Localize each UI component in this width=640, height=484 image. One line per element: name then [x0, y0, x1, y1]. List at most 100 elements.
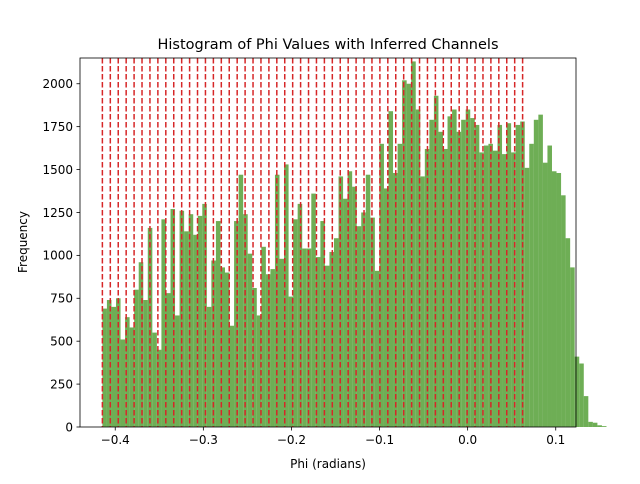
histogram-bar — [138, 262, 144, 427]
histogram-bar — [215, 221, 221, 427]
histogram-bar — [561, 195, 566, 427]
histogram-bar — [492, 150, 498, 427]
x-tick-label: −0.1 — [365, 433, 394, 447]
histogram-bar — [184, 231, 189, 427]
histogram-bar — [397, 143, 403, 427]
histogram-bar — [438, 131, 443, 428]
histogram-bar — [302, 248, 307, 427]
histogram-bar — [570, 267, 575, 427]
x-tick-label: −0.3 — [189, 433, 218, 447]
histogram-bar — [529, 143, 534, 427]
histogram-bar — [356, 226, 362, 427]
histogram-bar — [125, 317, 130, 427]
axes: −0.4 −0.3 −0.2 −0.1 0.0 0.1 0 250 500 750 1000 1250… — [42, 57, 577, 447]
histogram-bar — [102, 308, 107, 427]
chart-title: Histogram of Phi Values with Inferred Ch… — [158, 37, 499, 53]
histogram-bar — [279, 258, 285, 427]
histogram-bar — [379, 143, 384, 427]
histogram-bar — [592, 422, 598, 427]
histogram-bar — [447, 116, 453, 427]
x-tick-label: −0.2 — [277, 433, 306, 447]
histogram-bar — [293, 219, 298, 427]
histogram-bar — [538, 114, 543, 427]
histogram-bar — [234, 221, 239, 427]
x-axis-label: Phi (radians) — [290, 457, 366, 471]
histogram-bar — [225, 272, 230, 427]
y-tick-label: 1750 — [42, 120, 73, 134]
y-tick-label: 2000 — [42, 77, 73, 91]
y-tick-label: 250 — [50, 377, 73, 391]
histogram-bar — [311, 193, 316, 427]
y-tick-label: 500 — [50, 334, 73, 348]
histogram-bar — [556, 172, 562, 427]
histogram-bar — [129, 327, 135, 427]
histogram-bar — [524, 167, 530, 427]
histogram-bar — [106, 300, 112, 427]
histogram-bar — [270, 269, 275, 427]
histogram-bar — [388, 111, 394, 427]
histogram-bar — [202, 203, 207, 427]
histogram-bar — [365, 174, 371, 427]
histogram-bar — [134, 289, 139, 427]
histogram-bar — [506, 123, 512, 427]
histogram-bar — [497, 124, 503, 428]
histogram-bar — [175, 315, 180, 427]
histogram-bar — [579, 363, 584, 427]
histogram-bar — [465, 109, 471, 428]
histogram-bar — [320, 221, 325, 427]
y-axis-label: Frequency — [16, 211, 30, 273]
histogram-bar — [383, 188, 389, 427]
histogram-bar — [256, 315, 262, 427]
histogram-bar — [442, 148, 448, 427]
histogram-bar — [261, 246, 266, 427]
x-tick-label: −0.4 — [101, 433, 130, 447]
histogram-bar — [565, 238, 571, 427]
histogram-bar — [551, 171, 557, 427]
histogram-bar — [352, 186, 357, 427]
histogram-bar — [547, 145, 552, 427]
histogram-bar — [347, 171, 353, 427]
histogram-bar — [411, 61, 416, 428]
histogram-bar — [284, 164, 289, 427]
plot-frame — [79, 57, 577, 428]
histogram-bar — [343, 198, 348, 427]
histogram-bar — [406, 83, 412, 428]
histogram-bar — [152, 332, 157, 427]
histogram-bar — [470, 118, 475, 427]
histogram-bar — [452, 109, 457, 428]
histogram-bar — [143, 300, 148, 427]
histogram-bar — [361, 212, 366, 427]
histogram-bar — [197, 215, 203, 427]
histogram-bar — [483, 145, 489, 427]
histogram-bar — [583, 396, 589, 427]
histogram-bar — [111, 306, 116, 427]
histogram-bar — [243, 214, 248, 427]
histogram-bar — [120, 339, 126, 427]
y-tick-label: 750 — [50, 292, 73, 306]
x-tick-label: 0.1 — [546, 433, 565, 447]
channel-lines — [101, 58, 524, 427]
y-tick-label: 1000 — [42, 249, 73, 263]
histogram-bar — [374, 270, 380, 427]
histogram-bar — [229, 325, 235, 427]
histogram-bar — [193, 234, 198, 427]
y-tick-label: 0 — [65, 420, 73, 434]
y-tick-label: 1500 — [42, 163, 73, 177]
histogram-bar — [188, 214, 194, 427]
histogram-bar — [433, 95, 439, 427]
histogram-bar — [515, 124, 521, 428]
y-tick-label: 1250 — [42, 206, 73, 220]
histogram-bar — [474, 124, 480, 428]
histogram-bar — [601, 426, 607, 427]
histogram-bar — [288, 296, 294, 427]
histogram-bar — [533, 119, 539, 427]
histogram-bar — [597, 425, 602, 427]
histogram-bar — [429, 119, 434, 427]
histogram-bar — [334, 238, 339, 427]
histogram-bar — [415, 109, 421, 428]
x-tick-label: 0.0 — [458, 433, 477, 447]
histogram-bar — [165, 293, 171, 427]
histogram-bar — [542, 162, 548, 427]
